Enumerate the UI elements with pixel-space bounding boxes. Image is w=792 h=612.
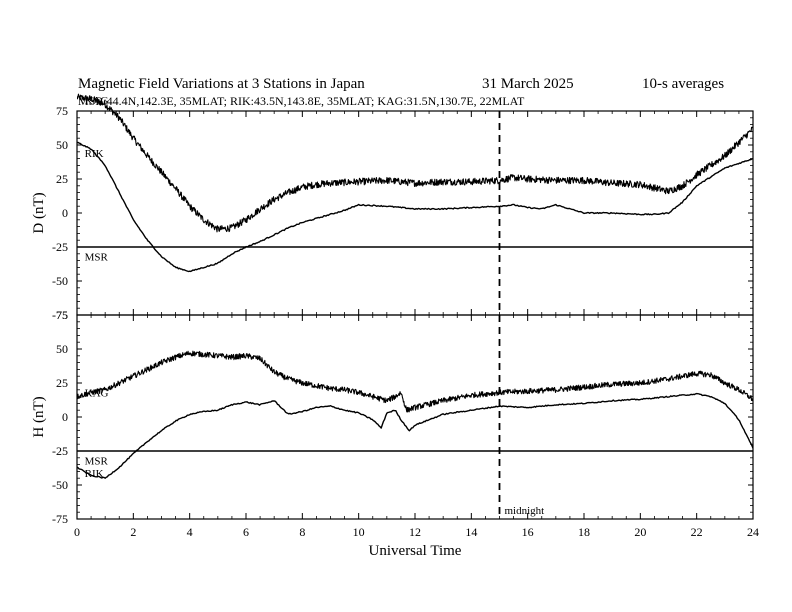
x-tick-label: 10 (353, 525, 365, 539)
y-tick-label: -75 (52, 308, 68, 322)
y-tick-label: 75 (56, 104, 68, 118)
x-tick-label: 22 (691, 525, 703, 539)
x-axis-ticks (76, 111, 754, 315)
station-coordinates: MSR:44.4N,142.3E, 35MLAT; RIK:43.5N,143.… (78, 94, 525, 108)
series-label-msr: MSR (85, 456, 109, 468)
x-tick-label: 0 (74, 525, 80, 539)
y-tick-label: 25 (56, 376, 68, 390)
y-axis-title: D (nT) (31, 192, 47, 233)
series-label-kag: KAG (85, 95, 109, 107)
series-label-msr: MSR (85, 252, 109, 264)
x-tick-label: 14 (465, 525, 477, 539)
x-axis-ticks: 0 2 4 6 8 10 12 14 16 18 20 22 24 (74, 315, 759, 539)
x-tick-label: 20 (634, 525, 646, 539)
y-axis-title: H (nT) (31, 396, 47, 437)
x-tick-label: 6 (243, 525, 249, 539)
panel-frame (76, 314, 754, 520)
x-tick-label: 24 (747, 525, 759, 539)
x-tick-label: 2 (130, 525, 136, 539)
y-tick-label: 25 (56, 172, 68, 186)
panel-frame (76, 110, 754, 316)
chart-date: 31 March 2025 (482, 76, 574, 92)
y-tick-label: -75 (52, 512, 68, 526)
series-label-kag: KAG (85, 388, 109, 400)
x-axis-title: Universal Time (369, 543, 462, 559)
series-group (77, 93, 753, 273)
x-tick-label: 18 (578, 525, 590, 539)
y-tick-label: -50 (52, 274, 68, 288)
y-tick-label: -25 (52, 444, 68, 458)
panel-d: -75 -50 -25 0 25 50 75 D (nT) KAG RIK MSR (31, 93, 754, 322)
y-axis-ticks: -75 -50 -25 0 25 50 75 (52, 308, 753, 526)
y-axis-ticks: -75 -50 -25 0 25 50 75 (52, 104, 753, 322)
series-rik-line (77, 392, 753, 479)
x-tick-label: 16 (522, 525, 534, 539)
x-tick-label: 8 (299, 525, 305, 539)
y-tick-label: 0 (62, 410, 68, 424)
chart-title: Magnetic Field Variations at 3 Stations … (78, 76, 365, 92)
series-label-rik: RIK (85, 148, 104, 160)
y-tick-label: 0 (62, 206, 68, 220)
series-kag-line (77, 350, 753, 413)
x-tick-label: 12 (409, 525, 421, 539)
series-kag-line (77, 93, 753, 233)
y-tick-label: -25 (52, 240, 68, 254)
series-rik-line (77, 141, 753, 273)
y-tick-label: 75 (56, 308, 68, 322)
chart-averaging: 10-s averages (642, 76, 724, 92)
y-tick-label: -50 (52, 478, 68, 492)
x-tick-label: 4 (187, 525, 193, 539)
series-label-rik: RIK (85, 468, 104, 480)
y-tick-label: 50 (56, 138, 68, 152)
y-tick-label: 50 (56, 342, 68, 356)
midnight-label: midnight (505, 505, 545, 517)
series-group (77, 350, 753, 479)
